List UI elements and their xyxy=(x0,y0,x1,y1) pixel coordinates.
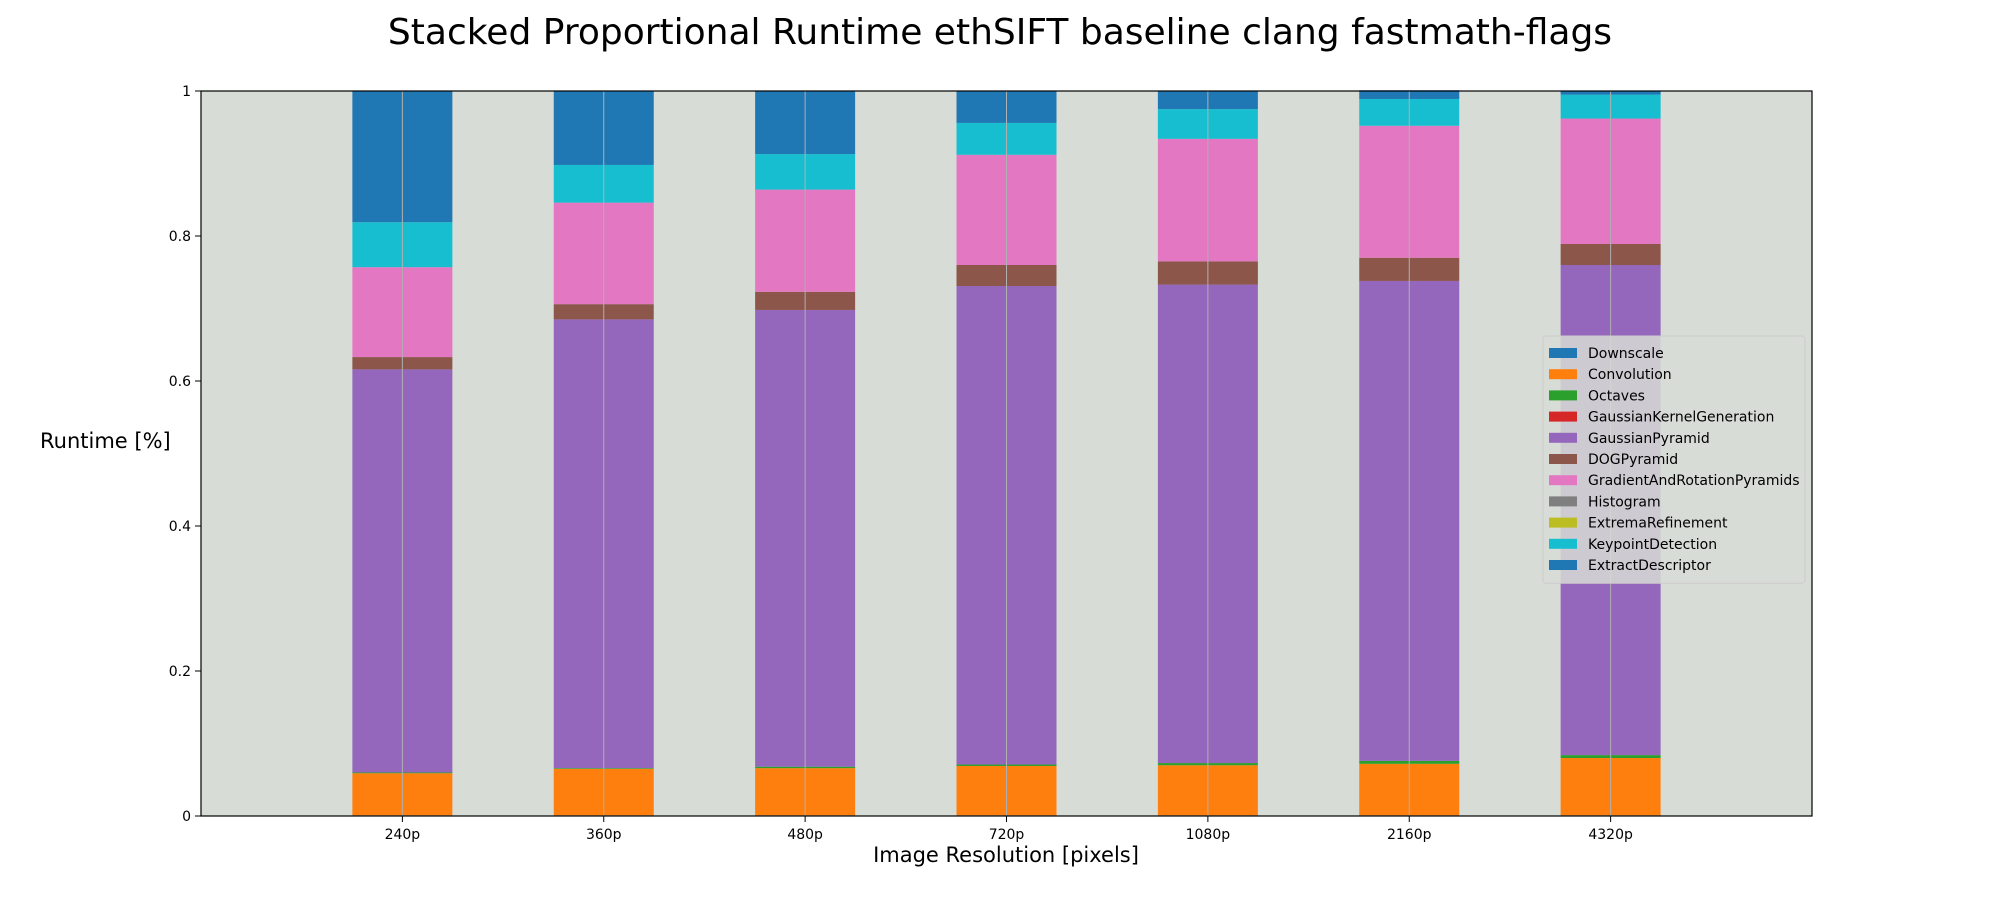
legend-label-octaves: Octaves xyxy=(1588,388,1645,404)
chart-title: Stacked Proportional Runtime ethSIFT bas… xyxy=(388,12,1612,53)
y-tick-label: 1 xyxy=(182,84,191,100)
legend-label-keypointdetection: KeypointDetection xyxy=(1588,537,1717,553)
legend-label-gradientandrotationpyramids: GradientAndRotationPyramids xyxy=(1588,473,1800,489)
legend-swatch-dogpyramid xyxy=(1549,454,1577,464)
legend-label-extremarefinement: ExtremaRefinement xyxy=(1588,516,1728,532)
x-axis: 240p 360p 480p 720p 1080p 2160p 4320p xyxy=(385,816,1633,843)
legend-label-downscale: Downscale xyxy=(1588,346,1664,362)
legend-box xyxy=(1542,335,1806,584)
legend-label-gaussianpyramid: GaussianPyramid xyxy=(1588,431,1710,447)
x-tick-label-2160p: 2160p xyxy=(1387,827,1432,843)
y-axis: 0 0.2 0.4 0.6 0.8 1 xyxy=(169,84,201,825)
legend-swatch-downscale xyxy=(1549,348,1577,358)
legend-swatch-gaussiankernelgeneration xyxy=(1549,411,1577,422)
y-tick-label: 0.8 xyxy=(169,229,191,245)
legend-swatch-extractdescriptor xyxy=(1549,560,1577,570)
legend-swatch-octaves xyxy=(1549,390,1577,401)
legend-swatch-convolution xyxy=(1549,369,1577,380)
legend-label-extractdescriptor: ExtractDescriptor xyxy=(1588,558,1711,574)
y-tick-label: 0.4 xyxy=(169,519,191,535)
legend-swatch-gradientandrotationpyramids xyxy=(1549,475,1577,486)
legend-label-dogpyramid: DOGPyramid xyxy=(1588,452,1678,468)
x-axis-label: Image Resolution [pixels] xyxy=(873,843,1139,867)
x-tick-label-360p: 360p xyxy=(586,827,622,843)
legend-swatch-extremarefinement xyxy=(1549,517,1577,528)
x-tick-label-720p: 720p xyxy=(989,827,1025,843)
y-tick-label: 0 xyxy=(182,809,191,825)
x-tick-label-1080p: 1080p xyxy=(1186,827,1231,843)
y-axis-label: Runtime [%] xyxy=(40,429,171,453)
x-tick-label-240p: 240p xyxy=(385,827,421,843)
legend-swatch-histogram xyxy=(1549,496,1577,507)
x-tick-label-4320p: 4320p xyxy=(1588,827,1633,843)
grid-lines xyxy=(401,91,1612,816)
legend-label-gaussiankernelgeneration: GaussianKernelGeneration xyxy=(1588,410,1774,426)
legend: Downscale Convolution Octaves GaussianKerne… xyxy=(1542,335,1806,584)
x-tick-label-480p: 480p xyxy=(787,827,823,843)
y-tick-label: 0.2 xyxy=(169,664,191,680)
legend-swatch-keypointdetection xyxy=(1549,538,1577,549)
legend-label-convolution: Convolution xyxy=(1588,367,1672,383)
y-tick-label: 0.6 xyxy=(169,374,191,390)
legend-swatch-gaussianpyramid xyxy=(1549,432,1577,443)
legend-label-histogram: Histogram xyxy=(1588,494,1661,510)
